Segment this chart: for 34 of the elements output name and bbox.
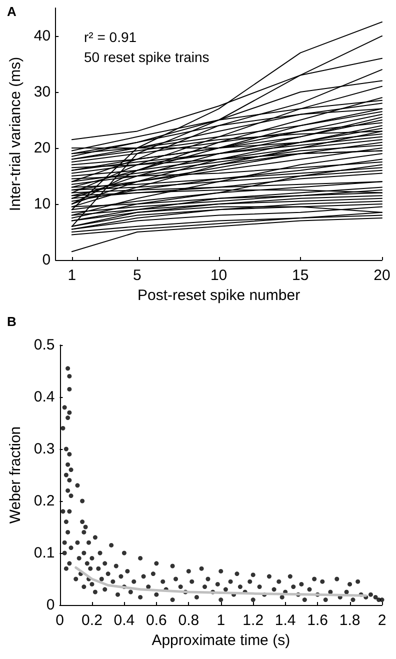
- x-tick-label: 10: [210, 267, 228, 284]
- annotation: 50 reset spike trains: [84, 49, 210, 65]
- y-tick-label: 0: [46, 596, 55, 614]
- x-tick-label: 1.2: [242, 612, 264, 629]
- x-tick-label: 2: [378, 612, 386, 629]
- y-tick-label: 0.5: [34, 336, 55, 354]
- x-tick-label: 0.8: [178, 612, 200, 629]
- y-tick-label: 0: [42, 252, 51, 268]
- y-tick-label: 20: [34, 140, 51, 156]
- y-axis-title: Inter-trial variance (ms): [7, 56, 24, 212]
- x-axis-title: Approximate time (s): [152, 632, 290, 649]
- x-tick-label: 0.6: [146, 612, 167, 629]
- x-tick-label: 1.4: [274, 612, 296, 629]
- y-tick-label: 0.3: [34, 440, 55, 458]
- y-tick-label: 40: [34, 28, 51, 44]
- x-tick-label: 15: [292, 267, 309, 284]
- y-tick-label: 0.1: [34, 544, 55, 562]
- chart-title: B: [7, 314, 16, 329]
- annotation: r² = 0.91: [84, 29, 137, 45]
- x-tick-label: 5: [133, 267, 142, 284]
- x-tick-label: 0.2: [82, 612, 102, 629]
- y-tick-label: 30: [34, 84, 51, 100]
- y-tick-label: 0.2: [34, 492, 55, 510]
- y-tick-label: 0.4: [34, 388, 55, 406]
- y-axis-title: Weber fraction: [7, 426, 24, 524]
- x-tick-label: 1: [68, 267, 76, 284]
- x-tick-label: 1.6: [307, 612, 328, 629]
- x-axis-title: Post-reset spike number: [138, 287, 300, 304]
- x-tick-label: 0.4: [114, 612, 135, 629]
- x-tick-label: 1.8: [339, 612, 360, 629]
- x-tick-label: 20: [374, 267, 390, 284]
- x-tick-label: 1: [216, 612, 226, 629]
- y-tick-label: 10: [34, 196, 51, 212]
- chart-title: A: [7, 4, 17, 19]
